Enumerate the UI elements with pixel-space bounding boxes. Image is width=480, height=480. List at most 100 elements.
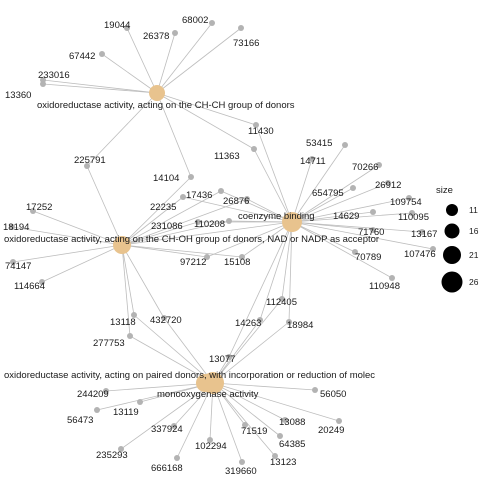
network-edge — [156, 27, 242, 94]
network-edge — [281, 221, 293, 300]
network-edge — [255, 124, 293, 223]
gene-label: 67442 — [69, 51, 95, 62]
gene-label: 13077 — [209, 354, 235, 365]
gene-label: 110948 — [369, 281, 400, 292]
category-label: monooxygenase activity — [157, 389, 259, 400]
legend-title: size — [436, 185, 453, 196]
network-edge — [121, 221, 293, 246]
gene-node — [342, 142, 348, 148]
network-edge — [121, 221, 199, 246]
gene-label: 319660 — [225, 466, 257, 477]
gene-label: 70789 — [355, 252, 381, 263]
gene-node — [409, 210, 415, 216]
gene-label: 17436 — [186, 190, 212, 201]
network-edge — [121, 176, 192, 246]
network-edge — [212, 382, 286, 421]
network-edge — [291, 158, 313, 223]
gene-node — [209, 20, 215, 26]
gene-node — [10, 259, 16, 265]
gene-node — [180, 194, 186, 200]
legend-dot — [443, 246, 461, 264]
gene-label: 14104 — [153, 173, 179, 184]
gene-label: 70266 — [352, 162, 378, 173]
gene-label: 56050 — [320, 389, 346, 400]
network-edge — [41, 244, 123, 283]
network-edge — [42, 79, 158, 94]
gene-label: 17252 — [26, 202, 52, 213]
gene-label: 114664 — [14, 281, 45, 292]
category-node — [149, 85, 165, 101]
gene-label: 231086 — [151, 221, 183, 232]
legend-label: 11 — [469, 205, 478, 215]
gene-node — [226, 218, 232, 224]
category-nodes — [113, 85, 302, 394]
size-legend: size 11 16 21 26 — [436, 185, 479, 293]
gene-label: 235293 — [96, 450, 128, 461]
gene-label: 26912 — [375, 180, 401, 191]
network-edge — [291, 187, 354, 223]
gene-node — [94, 407, 100, 413]
gene-label: 73166 — [233, 38, 259, 49]
network-edge — [86, 165, 123, 246]
gene-node — [207, 437, 213, 443]
legend-label: 21 — [469, 250, 479, 260]
network-edge — [96, 382, 214, 411]
network-edge — [212, 319, 261, 384]
legend-dot — [441, 271, 463, 293]
network-edge — [228, 221, 293, 358]
network-edge — [291, 197, 410, 223]
gene-node — [239, 254, 245, 260]
gene-label: 15108 — [224, 257, 250, 268]
network-edge — [121, 244, 243, 258]
gene-label: 277753 — [93, 338, 125, 349]
gene-node — [279, 296, 285, 302]
network-edge — [212, 298, 283, 384]
network-edge — [291, 221, 434, 250]
gene-label: 53415 — [306, 138, 332, 149]
gene-node — [419, 229, 425, 235]
network-edge — [32, 210, 123, 246]
gene-node — [204, 254, 210, 260]
gene-node — [238, 25, 244, 31]
gene-label: 110095 — [398, 212, 429, 223]
network-edge — [121, 196, 184, 246]
category-node — [282, 212, 302, 232]
gene-node — [137, 399, 143, 405]
gene-label: 13167 — [411, 229, 437, 240]
gene-node — [406, 195, 412, 201]
gene-label: 64385 — [279, 439, 305, 450]
gene-label: 26378 — [143, 31, 169, 42]
gene-node — [99, 51, 105, 57]
gene-label: 244209 — [77, 389, 109, 400]
gene-node — [239, 459, 245, 465]
gene-label: 14629 — [333, 211, 359, 222]
gene-node — [84, 163, 90, 169]
gene-node — [336, 418, 342, 424]
gene-node — [118, 446, 124, 452]
network-edge — [12, 244, 123, 263]
network-edge — [105, 382, 214, 392]
gene-label: 11430 — [248, 126, 274, 137]
network-edge — [241, 221, 293, 258]
legend-label: 26 — [469, 277, 479, 287]
network-edge — [156, 92, 255, 150]
gene-node — [195, 219, 201, 225]
network-edge — [212, 382, 316, 391]
gene-node — [244, 196, 250, 202]
network-edge — [126, 27, 158, 94]
gene-node — [127, 333, 133, 339]
network-edge — [121, 244, 135, 316]
gene-node — [39, 279, 45, 285]
gene-node — [124, 25, 130, 31]
gene-nodes — [9, 20, 436, 465]
network-edge — [86, 92, 158, 167]
gene-label: 13119 — [113, 407, 139, 418]
network-edge — [163, 317, 214, 384]
network-edge — [11, 226, 123, 246]
gene-label: 56473 — [67, 415, 93, 426]
gene-label: 233016 — [38, 70, 70, 81]
network-edge — [176, 382, 214, 459]
gene-node — [131, 312, 137, 318]
